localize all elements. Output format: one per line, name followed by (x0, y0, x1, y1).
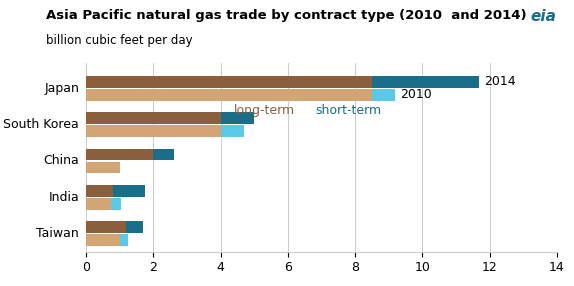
Bar (86, 125, 220, 137)
Bar (120, 234, 128, 246)
Bar (86, 76, 372, 88)
Bar (126, 221, 144, 233)
Text: 2010: 2010 (401, 88, 432, 101)
Bar (220, 112, 254, 124)
Bar (86, 198, 111, 210)
Text: long-term: long-term (234, 104, 295, 117)
Bar (372, 76, 479, 88)
Bar (153, 149, 173, 160)
Bar (86, 185, 113, 196)
Text: billion cubic feet per day: billion cubic feet per day (46, 34, 192, 47)
Bar (86, 89, 372, 101)
Bar (86, 234, 120, 246)
Bar (220, 125, 244, 137)
Bar (372, 89, 395, 101)
Bar (86, 112, 220, 124)
Bar (86, 149, 153, 160)
Text: Asia Pacific natural gas trade by contract type (2010  and 2014): Asia Pacific natural gas trade by contra… (46, 9, 526, 21)
Text: short-term: short-term (315, 104, 381, 117)
Text: 2014: 2014 (484, 75, 516, 88)
Bar (86, 162, 120, 173)
Text: eia: eia (531, 9, 557, 23)
Bar (113, 185, 145, 196)
Bar (86, 221, 126, 233)
Bar (111, 198, 122, 210)
